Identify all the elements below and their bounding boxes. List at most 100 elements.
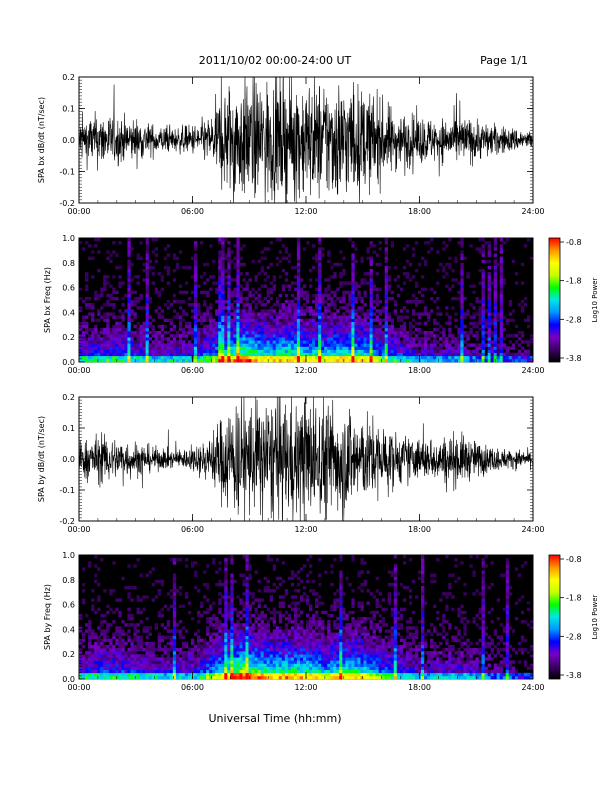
spectrogram-cell — [330, 325, 333, 328]
spectrogram-cell — [137, 306, 140, 309]
spectrogram-cell — [451, 285, 454, 288]
spectrogram-cell — [203, 334, 206, 337]
spectrogram-cell — [85, 297, 88, 300]
spectrogram-cell — [209, 648, 212, 651]
spectrogram-cell — [330, 319, 333, 322]
spectrogram-cell — [318, 319, 321, 322]
spectrogram-cell — [282, 303, 285, 306]
spectrogram-cell — [291, 670, 294, 673]
spectrogram-cell — [118, 664, 121, 667]
spectrogram-cell — [242, 639, 245, 642]
spectrogram-cell — [242, 651, 245, 654]
spectrogram-cell — [185, 654, 188, 657]
spectrogram-cell — [342, 312, 345, 315]
spectrogram-cell — [103, 343, 106, 346]
spectrogram-cell — [242, 670, 245, 673]
spectrogram-cell — [248, 605, 251, 608]
spectrogram-cell — [285, 589, 288, 592]
spectrogram-cell — [170, 353, 173, 356]
spectrogram-cell — [312, 325, 315, 328]
spectrogram-cell — [463, 353, 466, 356]
spectrogram-cell — [233, 651, 236, 654]
spectrogram-cell — [479, 328, 482, 331]
spectrogram-cell — [218, 303, 221, 306]
spectrogram-cell — [242, 667, 245, 670]
spectrogram-cell — [421, 337, 424, 340]
spectrogram-cell — [357, 285, 360, 288]
spectrogram-cell — [276, 322, 279, 325]
spectrogram-cell — [282, 642, 285, 645]
spectrogram-cell — [500, 300, 503, 303]
spectrogram-cell — [379, 247, 382, 250]
spectrogram-cell — [236, 353, 239, 356]
spectrogram-cell — [161, 347, 164, 350]
spectrogram-cell — [252, 312, 255, 315]
spectrogram-cell — [109, 343, 112, 346]
spectrogram-cell — [218, 272, 221, 275]
spectrogram-cell — [224, 654, 227, 657]
spectrogram-cell — [306, 325, 309, 328]
spectrogram-cell — [321, 343, 324, 346]
spectrogram-cell — [188, 266, 191, 269]
spectrogram-cell — [433, 353, 436, 356]
spectrogram-cell — [161, 340, 164, 343]
spectrogram-cell — [227, 309, 230, 312]
spectrogram-cell — [370, 350, 373, 353]
spectrogram-cell — [472, 350, 475, 353]
spectrogram-cell — [242, 244, 245, 247]
spectrogram-cell — [224, 567, 227, 570]
spectrogram-cell — [394, 359, 397, 362]
spectrogram-cell — [252, 260, 255, 263]
spectrogram-cell — [200, 350, 203, 353]
spectrogram-cell — [137, 356, 140, 359]
spectrogram-cell — [291, 673, 294, 676]
spectrogram-cell — [164, 319, 167, 322]
spectrogram-cell — [255, 316, 258, 319]
spectrogram-cell — [267, 266, 270, 269]
spectrogram-cell — [106, 645, 109, 648]
spectrogram-cell — [297, 247, 300, 250]
spectrogram-cell — [88, 340, 91, 343]
spectrogram-cell — [472, 356, 475, 359]
spectrogram-cell — [203, 263, 206, 266]
spectrogram-cell — [524, 350, 527, 353]
spectrogram-cell — [94, 564, 97, 567]
spectrogram-cell — [485, 343, 488, 346]
spectrogram-cell — [158, 325, 161, 328]
spectrogram-cell — [324, 312, 327, 315]
spectrogram-cell — [491, 350, 494, 353]
spectrogram-cell — [273, 347, 276, 350]
spectrogram-cell — [382, 359, 385, 362]
spectrogram-cell — [194, 306, 197, 309]
spectrogram-cell — [297, 334, 300, 337]
spectrogram-cell — [161, 356, 164, 359]
spectrogram-cell — [130, 350, 133, 353]
spectrogram-cell — [357, 356, 360, 359]
spectrogram-cell — [388, 312, 391, 315]
spectrogram-cell — [143, 629, 146, 632]
spectrogram-cell — [185, 676, 188, 679]
spectrogram-cell — [351, 291, 354, 294]
spectrogram-cell — [279, 577, 282, 580]
spectrogram-cell — [354, 328, 357, 331]
spectrogram-cell — [224, 670, 227, 673]
spectrogram-cell — [203, 651, 206, 654]
spectrogram-cell — [115, 648, 118, 651]
spectrogram-cell — [121, 319, 124, 322]
spectrogram-cell — [406, 350, 409, 353]
spectrogram-cell — [248, 626, 251, 629]
spectrogram-cell — [400, 288, 403, 291]
spectrogram-cell — [291, 595, 294, 598]
spectrogram-cell — [364, 328, 367, 331]
spectrogram-cell — [221, 281, 224, 284]
spectrogram-cell — [255, 325, 258, 328]
spectrogram-cell — [315, 325, 318, 328]
spectrogram-cell — [400, 350, 403, 353]
spectrogram-cell — [118, 241, 121, 244]
spectrogram-cell — [488, 288, 491, 291]
spectrogram-cell — [318, 359, 321, 362]
spectrogram-cell — [418, 316, 421, 319]
spectrogram-cell — [261, 645, 264, 648]
spectrogram-cell — [418, 328, 421, 331]
spectrogram-cell — [197, 359, 200, 362]
